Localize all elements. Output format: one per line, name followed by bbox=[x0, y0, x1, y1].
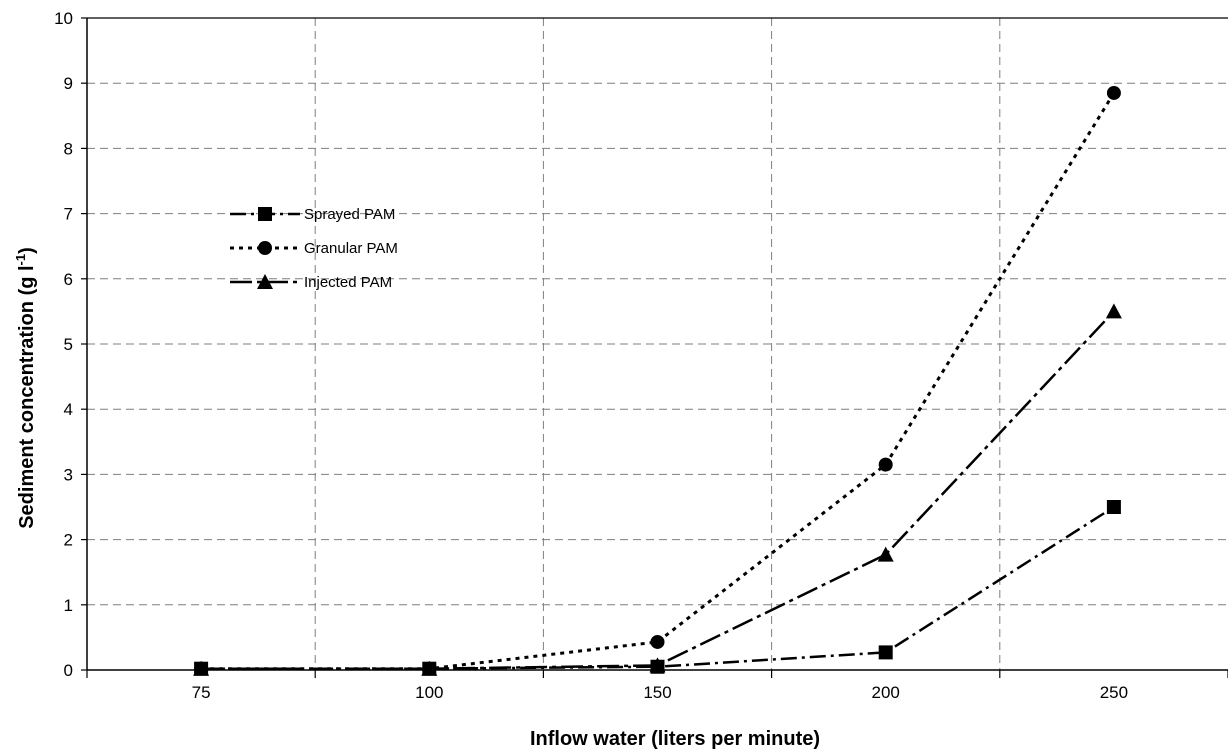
marker-injected-150 bbox=[649, 657, 666, 673]
y-tick-label-3: 3 bbox=[64, 465, 73, 484]
marker-granular-150 bbox=[650, 634, 665, 649]
y-axis-title-main: Sediment concentration (g l bbox=[16, 265, 38, 528]
series-line-granular bbox=[201, 92, 1116, 671]
marker-injected-75 bbox=[193, 660, 210, 676]
y-tick-label-4: 4 bbox=[64, 400, 73, 419]
y-axis-title-close: ) bbox=[16, 247, 38, 254]
x-tick-label-250: 250 bbox=[1100, 683, 1128, 702]
y-tick-label-10: 10 bbox=[54, 9, 73, 28]
marker-sprayed-250 bbox=[1106, 500, 1121, 514]
y-axis-title-sup: -1 bbox=[13, 254, 28, 266]
x-tick-label-75: 75 bbox=[192, 683, 211, 702]
y-tick-label-0: 0 bbox=[64, 661, 73, 680]
x-axis-title: Inflow water (liters per minute) bbox=[530, 728, 820, 750]
legend-label-injected: Injected PAM bbox=[304, 274, 392, 291]
legend-label-sprayed: Sprayed PAM bbox=[304, 206, 395, 223]
marker-injected-100 bbox=[421, 660, 438, 676]
x-tick-label-150: 150 bbox=[643, 683, 671, 702]
legend-marker-injected bbox=[257, 274, 273, 289]
x-tick-label-100: 100 bbox=[415, 683, 443, 702]
x-tick-label-200: 200 bbox=[872, 683, 900, 702]
marker-granular-250 bbox=[1106, 85, 1121, 100]
y-tick-label-5: 5 bbox=[64, 335, 73, 354]
marker-sprayed-200 bbox=[878, 645, 893, 660]
tick-labels: 0 1 2 3 4 5 6 7 8 9 10 75 100 150 200 250 bbox=[54, 9, 1128, 702]
series-lines bbox=[201, 92, 1116, 671]
legend-label-granular: Granular PAM bbox=[304, 240, 398, 257]
marker-injected-200 bbox=[877, 546, 894, 562]
legend-marker-granular bbox=[258, 241, 272, 255]
y-tick-label-7: 7 bbox=[64, 205, 73, 224]
legend-marker-sprayed bbox=[258, 207, 272, 221]
gridlines bbox=[87, 17, 1228, 670]
y-tick-label-8: 8 bbox=[64, 139, 73, 158]
marker-granular-200 bbox=[878, 457, 893, 472]
y-tick-label-9: 9 bbox=[64, 74, 73, 93]
y-tick-label-1: 1 bbox=[64, 596, 73, 615]
y-tick-label-2: 2 bbox=[64, 531, 73, 550]
legend: Sprayed PAM Granular PAM Injected PAM bbox=[230, 206, 398, 291]
marker-injected-250 bbox=[1105, 303, 1122, 319]
axes bbox=[81, 17, 1228, 678]
y-axis-title: Sediment concentration (g l-1) bbox=[13, 247, 38, 529]
y-tick-label-6: 6 bbox=[64, 270, 73, 289]
series-line-injected bbox=[201, 310, 1115, 670]
series-markers bbox=[193, 85, 1122, 676]
